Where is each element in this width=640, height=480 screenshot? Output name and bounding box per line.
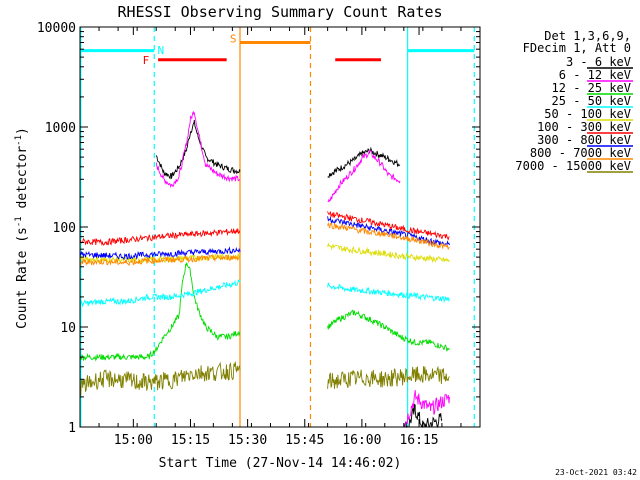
- y-axis-label-main: Count Rate (s: [15, 227, 30, 329]
- series-1-seg1: [155, 110, 241, 189]
- series-2: [79, 262, 450, 362]
- series-8-seg1: [79, 361, 241, 396]
- series-4: [79, 242, 450, 265]
- series-8-seg2: [327, 365, 450, 389]
- y-tick-label-2: 100: [53, 221, 76, 236]
- series-7-seg2: [327, 221, 450, 251]
- series-5-seg2: [327, 211, 450, 241]
- series-3: [79, 279, 450, 308]
- series-3-seg2: [327, 282, 450, 303]
- series-3-seg1: [79, 279, 241, 308]
- series-5-seg1: [79, 227, 241, 246]
- y-axis-label-end: ): [15, 127, 30, 135]
- series-2-seg1: [79, 262, 241, 362]
- y-tick-label-1: 10: [60, 321, 76, 336]
- legend-label-1: 6 - 12 keV: [559, 68, 631, 82]
- series-4-seg1: [79, 253, 241, 265]
- chart-marks: NF S: [79, 27, 475, 429]
- series-6: [79, 216, 450, 261]
- flag-label-f: F: [143, 54, 150, 67]
- series-0-tail: [403, 403, 443, 429]
- series-0-seg1: [155, 120, 241, 180]
- series-1: [155, 110, 450, 428]
- legend-header-line2: FDecim 1, Att 0: [523, 41, 631, 55]
- x-tick-label-0: 15:00: [114, 433, 153, 448]
- series-7: [79, 221, 450, 266]
- legend-label-6: 300 - 800 keV: [537, 133, 631, 147]
- chart-title: RHESSI Observing Summary Count Rates: [117, 3, 442, 21]
- series-5: [79, 211, 450, 246]
- series-1-seg2: [327, 150, 401, 203]
- y-tick-label-3: 1000: [45, 121, 76, 136]
- flag-label-n: N: [157, 44, 164, 57]
- legend-label-8: 7000 - 15000 keV: [515, 159, 631, 173]
- series-7-seg1: [79, 253, 241, 266]
- y-axis-ticks: 1 10 100 1000 10000: [37, 21, 480, 436]
- y-axis-label-mid: detector: [15, 146, 30, 217]
- y-tick-label-4: 10000: [37, 21, 76, 36]
- legend-label-5: 100 - 300 keV: [537, 120, 631, 134]
- plot-frame: [79, 26, 481, 428]
- x-tick-label-5: 16:15: [399, 433, 438, 448]
- legend-label-7: 800 - 7000 keV: [530, 146, 631, 160]
- legend-header-line1: Det 1,3,6,9,: [544, 29, 631, 43]
- flag-label-s: S: [230, 32, 237, 45]
- y-axis-label-sup1: -1: [14, 216, 24, 227]
- y-axis-label-sup2: -1: [14, 135, 24, 146]
- legend-label-0: 3 - 6 keV: [566, 55, 631, 69]
- series-0: [155, 120, 443, 429]
- x-tick-label-3: 15:45: [285, 433, 324, 448]
- series-4-seg2: [327, 242, 450, 263]
- x-axis-label: Start Time (27-Nov-14 14:46:02): [159, 456, 402, 471]
- legend: Det 1,3,6,9, FDecim 1, Att 0 3 - 6 keV6 …: [515, 29, 633, 173]
- series-8: [79, 361, 450, 396]
- x-tick-label-1: 15:15: [171, 433, 210, 448]
- x-tick-label-4: 16:00: [342, 433, 381, 448]
- y-axis-label: Count Rate (s-1 detector-1): [14, 127, 30, 329]
- series-6-seg1: [79, 246, 241, 261]
- series-0-seg2: [327, 146, 401, 179]
- series-2-seg2: [327, 309, 450, 352]
- y-tick-label-0: 1: [68, 421, 76, 436]
- series-6-seg2: [327, 216, 450, 246]
- generation-timestamp: 23-Oct-2021 03:42: [555, 468, 637, 477]
- legend-label-4: 50 - 100 keV: [544, 107, 631, 121]
- series-1-tail: [403, 390, 450, 428]
- legend-label-2: 12 - 25 keV: [552, 81, 631, 95]
- x-axis-ticks: 15:00 15:15 15:30 15:45 16:00 16:15: [79, 27, 481, 448]
- x-tick-label-2: 15:30: [228, 433, 267, 448]
- legend-label-3: 25 - 50 keV: [552, 94, 631, 108]
